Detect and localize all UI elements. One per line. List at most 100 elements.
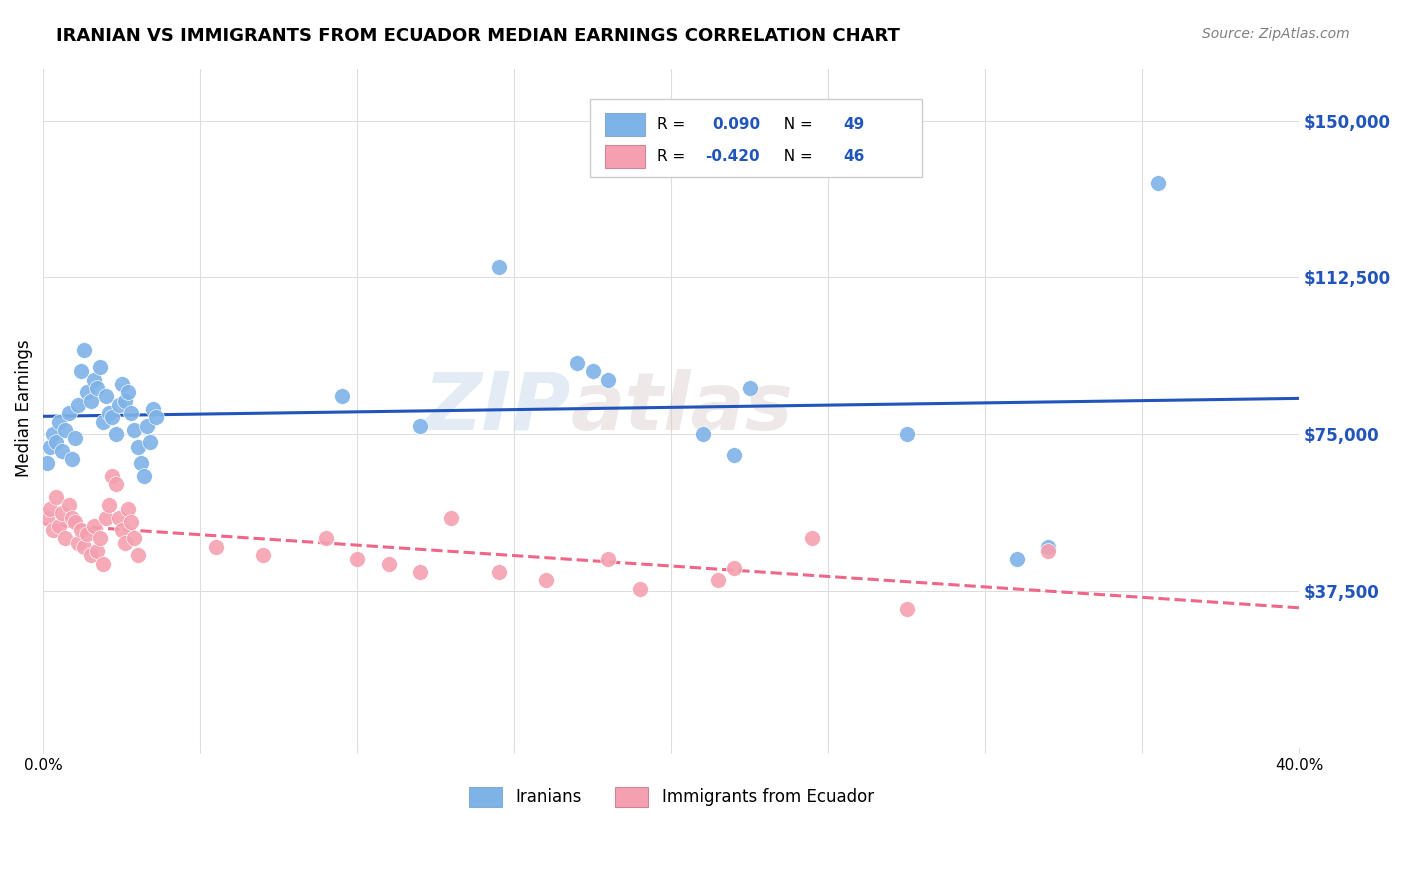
Point [120, 515, 142, 529]
Point [38, 502, 60, 516]
Text: Source: ZipAtlas.com: Source: ZipAtlas.com [1202, 27, 1350, 41]
Point [55, 423, 77, 437]
Text: ZIP: ZIP [423, 369, 571, 447]
Point [582, 364, 605, 378]
Text: R =: R = [658, 149, 690, 163]
Point [104, 427, 127, 442]
Point [66, 535, 89, 549]
Text: N =: N = [775, 149, 818, 163]
Point [86, 544, 108, 558]
Y-axis label: Median Earnings: Median Earnings [15, 339, 32, 476]
Text: N =: N = [775, 118, 818, 132]
Point [628, 582, 651, 596]
Text: 49: 49 [844, 118, 865, 132]
Point [409, 418, 432, 433]
Text: atlas: atlas [571, 369, 793, 447]
Point [132, 468, 155, 483]
Point [145, 410, 167, 425]
Point [58, 406, 80, 420]
Point [35, 510, 58, 524]
Point [51, 507, 73, 521]
Point [42, 427, 65, 442]
Point [136, 418, 159, 433]
Point [60, 452, 83, 467]
Text: -0.420: -0.420 [706, 149, 759, 163]
Point [45, 435, 67, 450]
Point [73, 540, 96, 554]
Point [58, 498, 80, 512]
Point [488, 565, 510, 579]
Point [1146, 177, 1168, 191]
Text: R =: R = [658, 118, 696, 132]
Point [38, 440, 60, 454]
Point [124, 532, 146, 546]
Point [111, 376, 134, 391]
Point [83, 373, 105, 387]
Point [896, 427, 918, 442]
Point [117, 385, 139, 400]
Text: IRANIAN VS IMMIGRANTS FROM ECUADOR MEDIAN EARNINGS CORRELATION CHART: IRANIAN VS IMMIGRANTS FROM ECUADOR MEDIA… [56, 27, 900, 45]
Point [48, 415, 70, 429]
Point [70, 364, 93, 378]
Point [534, 574, 557, 588]
Point [63, 431, 86, 445]
Point [1036, 544, 1059, 558]
Point [315, 532, 337, 546]
Point [66, 398, 89, 412]
Legend: Iranians, Immigrants from Ecuador: Iranians, Immigrants from Ecuador [463, 780, 880, 814]
Point [738, 381, 761, 395]
Point [488, 260, 510, 274]
Point [692, 427, 714, 442]
Point [96, 510, 118, 524]
Point [565, 356, 588, 370]
Point [89, 532, 111, 546]
Point [127, 440, 149, 454]
Point [76, 527, 98, 541]
Point [98, 406, 121, 420]
Point [63, 515, 86, 529]
Point [104, 477, 127, 491]
Point [35, 456, 58, 470]
FancyBboxPatch shape [589, 99, 922, 178]
Point [111, 523, 134, 537]
Point [45, 490, 67, 504]
Point [598, 552, 620, 566]
Point [896, 602, 918, 616]
Point [598, 373, 620, 387]
Point [409, 565, 432, 579]
Point [70, 523, 93, 537]
FancyBboxPatch shape [605, 113, 645, 136]
Point [60, 510, 83, 524]
Point [139, 435, 162, 450]
Point [114, 393, 136, 408]
Point [1036, 540, 1059, 554]
Point [42, 523, 65, 537]
Text: 46: 46 [844, 149, 865, 163]
Point [101, 410, 124, 425]
Point [801, 532, 824, 546]
Point [83, 519, 105, 533]
Point [129, 456, 152, 470]
Point [107, 510, 129, 524]
Point [91, 415, 114, 429]
Text: 0.090: 0.090 [713, 118, 761, 132]
Point [142, 401, 165, 416]
Point [76, 385, 98, 400]
Point [117, 502, 139, 516]
Point [107, 398, 129, 412]
Point [346, 552, 368, 566]
Point [377, 557, 399, 571]
Point [86, 381, 108, 395]
Point [79, 548, 101, 562]
Point [89, 360, 111, 375]
Point [205, 540, 228, 554]
Point [96, 389, 118, 403]
Point [127, 548, 149, 562]
Point [723, 448, 745, 462]
Point [252, 548, 274, 562]
Point [101, 468, 124, 483]
Point [440, 510, 463, 524]
Point [98, 498, 121, 512]
Point [48, 519, 70, 533]
FancyBboxPatch shape [605, 145, 645, 168]
